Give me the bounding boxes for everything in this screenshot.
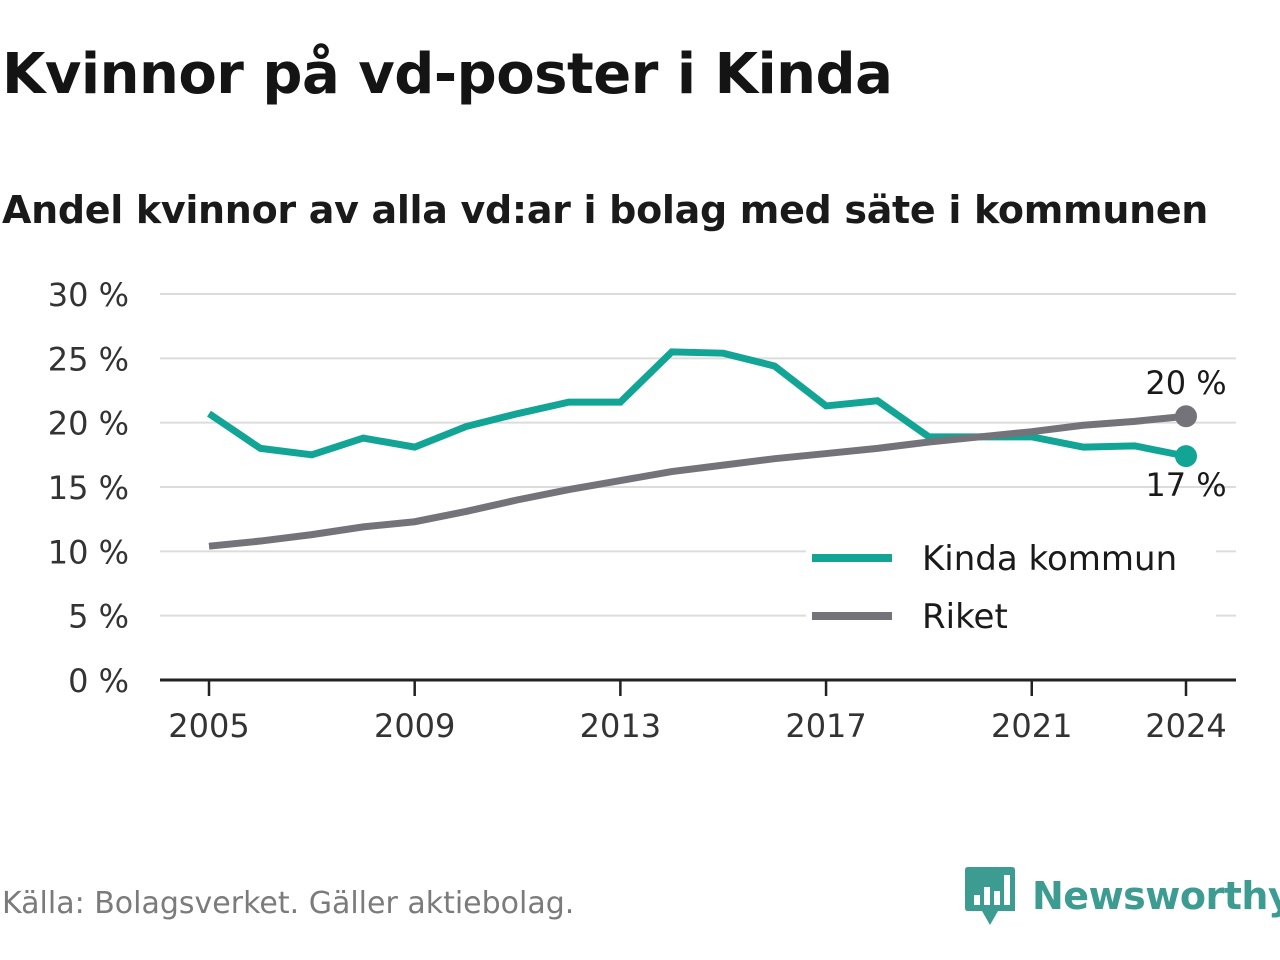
brand-name: Newsworthy	[1032, 874, 1280, 918]
series-lines	[207, 348, 1197, 550]
chart-title: Kvinnor på vd-poster i Kinda	[2, 42, 893, 107]
x-tick-label: 2013	[580, 707, 661, 745]
series-line	[208, 412, 1187, 550]
series-end-point	[1175, 405, 1197, 428]
end-value-label: 20 %	[1145, 364, 1226, 402]
end-labels: 17 % 20 %	[1145, 364, 1226, 504]
chart-subtitle: Andel kvinnor av alla vd:ar i bolag med …	[2, 188, 1209, 232]
x-tick-label: 2017	[785, 707, 866, 745]
x-tick-label: 2005	[168, 707, 249, 745]
legend-label: Kinda kommun	[922, 539, 1177, 579]
x-tick-label: 2009	[374, 707, 455, 745]
y-tick-label: 15 %	[48, 469, 129, 507]
end-value-label: 17 %	[1145, 466, 1226, 504]
newsworthy-bar-chart-icon	[965, 867, 1015, 925]
y-tick-label: 25 %	[48, 340, 129, 378]
source-note: Källa: Bolagsverket. Gäller aktiebolag.	[2, 886, 575, 921]
y-tick-label: 0 %	[68, 662, 129, 700]
series-end-point	[1175, 445, 1197, 468]
y-axis-ticks: 0 % 5 % 10 % 15 % 20 % 25 % 30 %	[48, 276, 129, 700]
legend-label: Riket	[922, 597, 1008, 637]
y-tick-label: 30 %	[48, 276, 129, 314]
series-line	[207, 348, 1187, 460]
y-tick-label: 5 %	[68, 598, 129, 636]
x-axis: 2005 2009 2013 2017 2021 2024	[160, 678, 1236, 745]
y-tick-label: 10 %	[48, 533, 129, 571]
line-chart: 0 % 5 % 10 % 15 % 20 % 25 % 30 % Kinda kommun R…	[48, 276, 1236, 745]
legend: Kinda kommun Riket	[806, 534, 1216, 640]
x-tick-label: 2021	[991, 707, 1072, 745]
brand-logo[interactable]: Newsworthy	[964, 864, 1280, 928]
y-tick-label: 20 %	[48, 405, 129, 443]
grid-lines	[160, 293, 1236, 617]
x-tick-label: 2024	[1145, 707, 1226, 745]
